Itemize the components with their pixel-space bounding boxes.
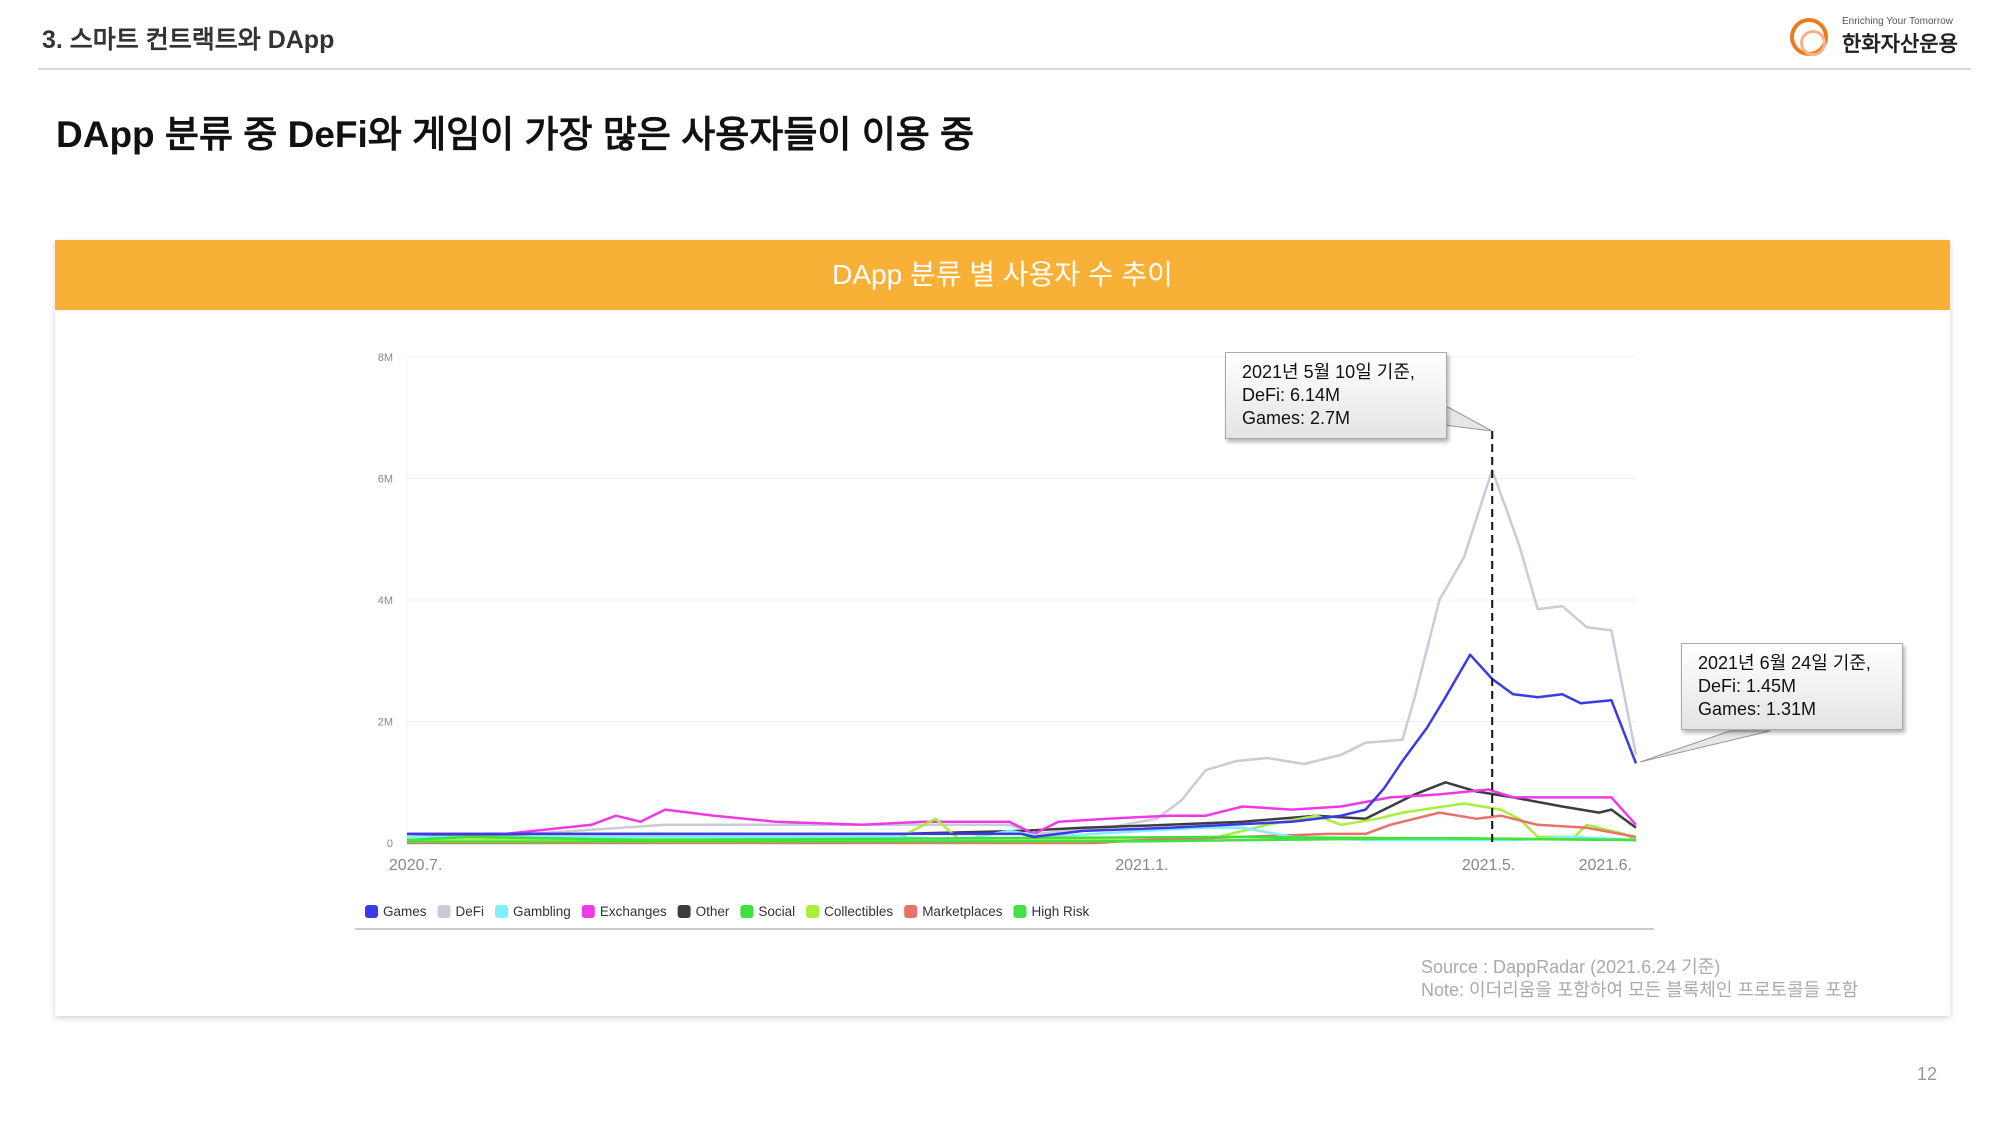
legend-swatch [495,905,509,918]
legend-swatch [1013,905,1027,918]
legend-swatch [437,905,451,918]
x-tick-label: 2021.6. [1579,857,1632,874]
callout-line: Games: 1.31M [1698,699,1817,719]
series-line-other [406,781,1637,839]
logo-ring-inner-icon [1800,30,1826,56]
company-logo: Enriching Your Tomorrow 한화자산운용 [1786,14,1976,64]
legend-label: Collectibles [824,904,893,919]
y-tick-label: 0 [387,838,393,850]
legend-swatch [806,905,820,918]
legend-label: Gambling [513,904,571,919]
section-title: 3. 스마트 컨트랙트와 DApp [42,26,335,54]
y-tick-label: 8M [378,352,393,364]
y-tick-label: 6M [378,474,393,486]
callout-line: DeFi: 6.14M [1242,385,1341,405]
note-text: Note: 이더리움을 포함하여 모든 블록체인 프로토콜들 포함 [1421,980,1859,1000]
y-tick-label: 2M [378,717,393,729]
callout-june: 2021년 6월 24일 기준, DeFi: 1.45M Games: 1.31… [1681,643,1903,730]
logo-name: 한화자산운용 [1842,33,1958,56]
legend-swatch [365,905,378,918]
legend-label: Exchanges [600,904,667,919]
legend-swatch [581,905,595,918]
series-line-high-risk [406,836,1637,844]
x-tick-label: 2021.1. [1115,857,1168,874]
callout-line: 2021년 5월 10일 기준, [1242,362,1415,382]
callout-line: Games: 2.7M [1242,408,1351,428]
callout-may: 2021년 5월 10일 기준, DeFi: 6.14M Games: 2.7M [1225,352,1447,439]
legend-label: Games [383,904,427,919]
callout-line: DeFi: 1.45M [1698,676,1797,696]
page-title: DApp 분류 중 DeFi와 게임이 가장 많은 사용자들이 이용 중 [56,114,975,155]
legend-label: Social [758,904,795,919]
callout-line: 2021년 6월 24일 기준, [1698,653,1871,673]
y-tick-label: 4M [378,595,393,607]
series-line-exchanges [407,788,1637,836]
callout-pointer [1443,404,1493,432]
series-line-defi [406,468,1638,839]
chart-card [55,240,1950,1016]
legend-swatch [740,905,754,918]
logo-tagline: Enriching Your Tomorrow [1842,16,1953,27]
source-text: Source : DappRadar (2021.6.24 기준) [1421,957,1721,977]
legend-swatch [904,905,918,918]
page-number: 12 [1917,1064,1938,1084]
legend-swatch [677,905,691,918]
header-divider [38,68,1971,70]
legend-label: DeFi [456,904,485,919]
callout-pointer [1639,730,1771,763]
legend-label: High Risk [1031,904,1089,919]
chart-band-title: DApp 분류 별 사용자 수 추이 [55,240,1950,310]
series-line-games [407,653,1638,839]
x-tick-label: 2020.7. [389,857,442,874]
x-tick-label: 2021.5. [1462,857,1515,874]
legend-label: Other [696,904,730,919]
legend-label: Marketplaces [922,904,1003,919]
